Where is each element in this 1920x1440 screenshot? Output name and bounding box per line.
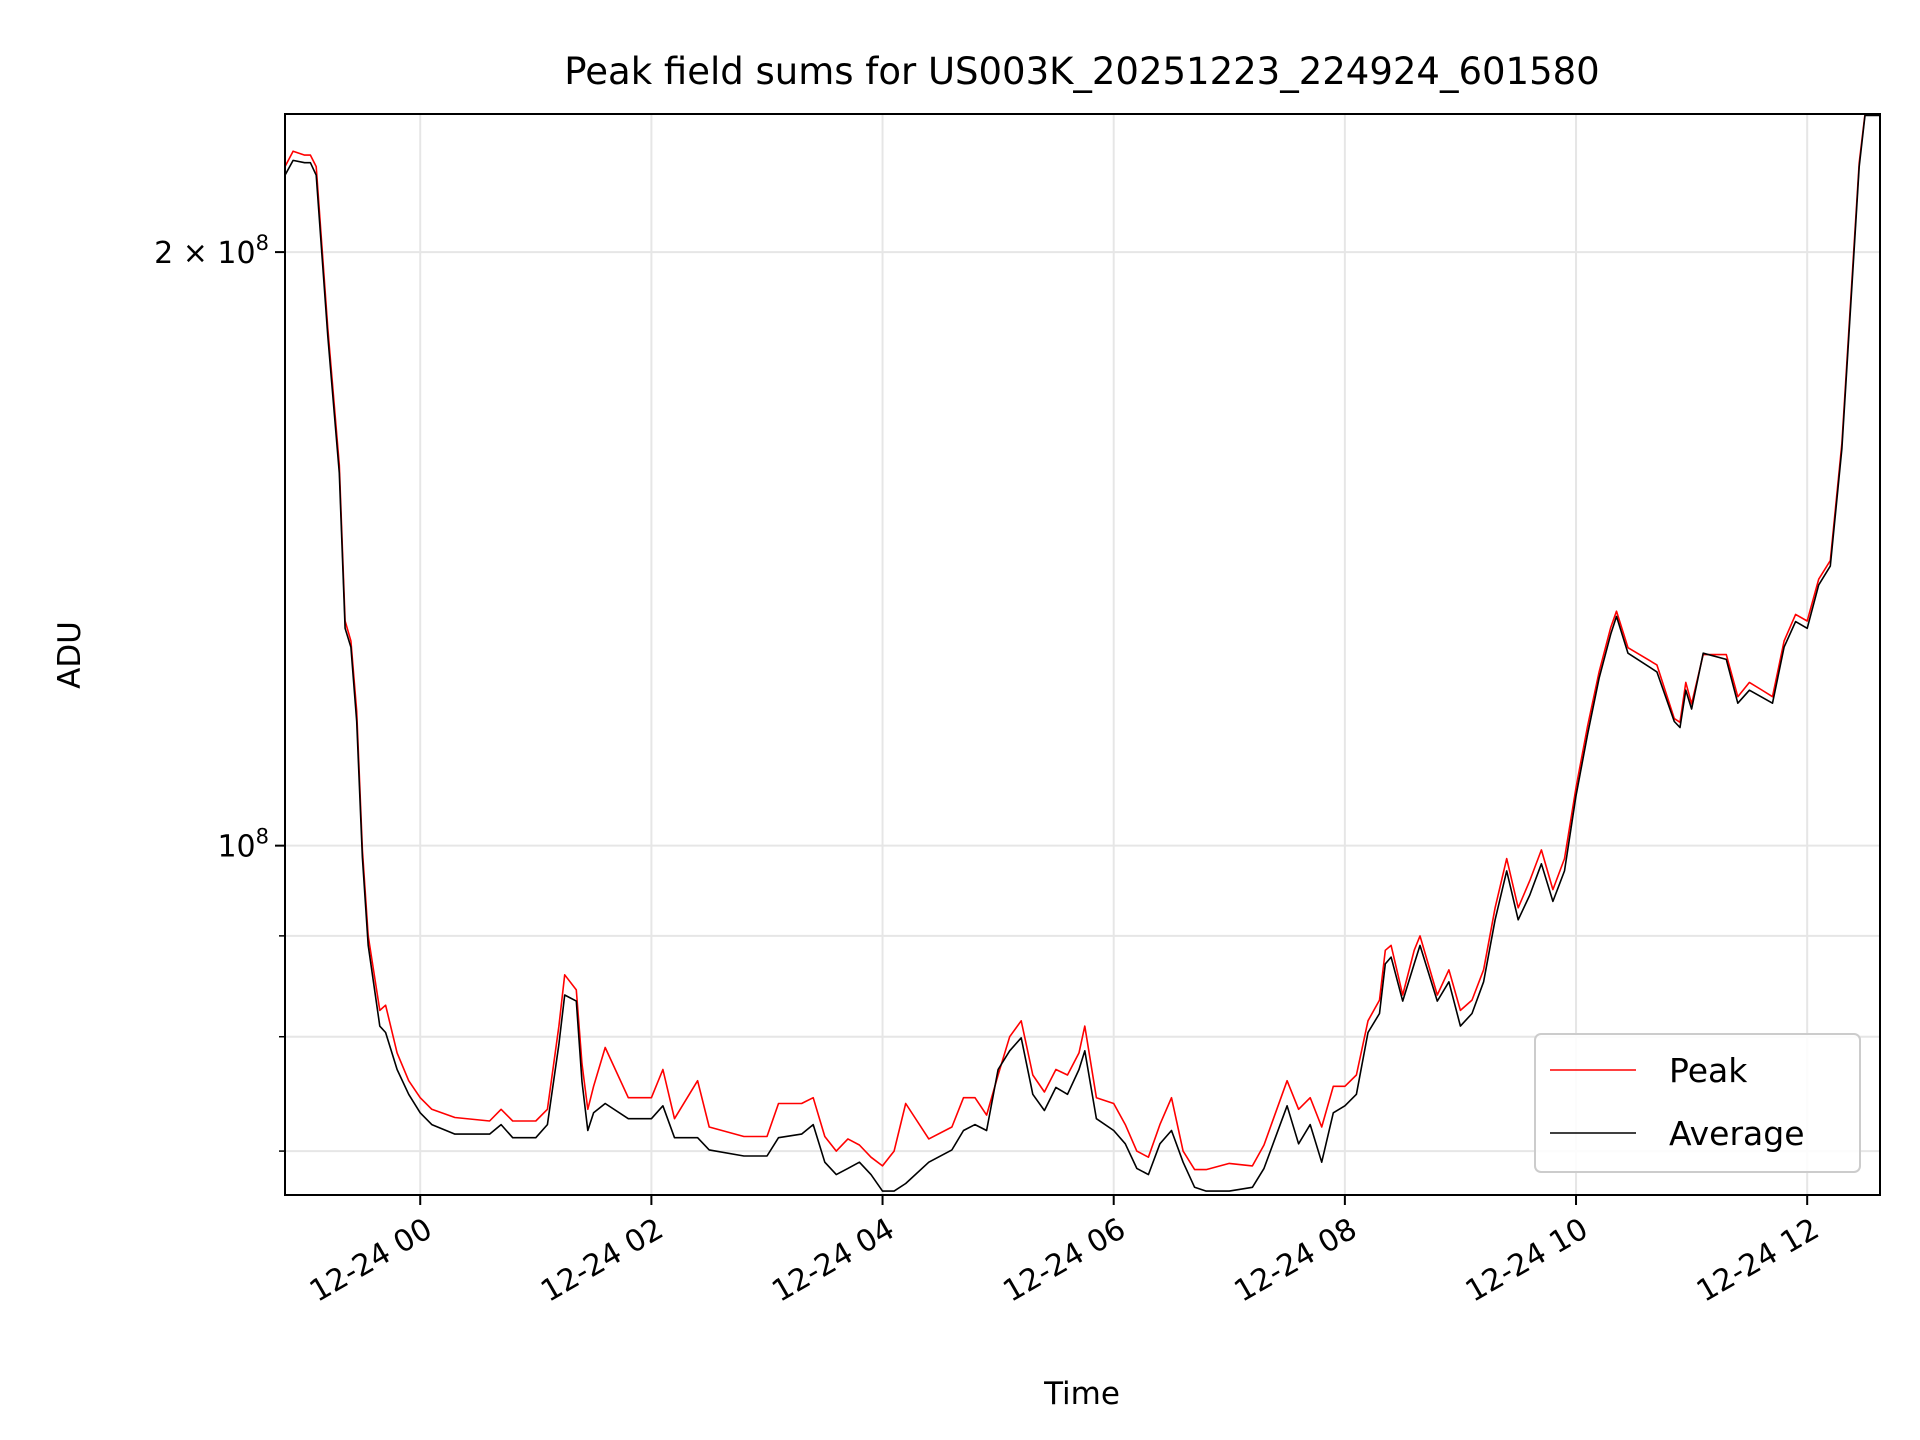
legend-frame bbox=[1534, 1033, 1861, 1173]
legend-peak-label: Peak bbox=[1669, 1051, 1748, 1090]
series-line-peak bbox=[285, 114, 1880, 1171]
series-line-average bbox=[285, 114, 1880, 1192]
legend-average-label: Average bbox=[1669, 1114, 1805, 1153]
y-tick-label-base: 10 bbox=[217, 830, 255, 865]
y-tick-label: 108 bbox=[217, 825, 269, 865]
series-lines bbox=[285, 114, 1880, 1192]
y-tick-label-exponent: 8 bbox=[256, 825, 269, 849]
chart-title: Peak field sums for US003K_20251223_2249… bbox=[564, 50, 1599, 93]
legend: Peak Average bbox=[1534, 1033, 1861, 1173]
plot-area-frame bbox=[284, 113, 1881, 1196]
y-axis-label: ADU bbox=[52, 621, 88, 689]
y-tick-label-base: 2 × 10 bbox=[154, 236, 255, 271]
y-tick-label-exponent: 8 bbox=[256, 231, 269, 255]
x-axis-label: Time bbox=[1043, 1376, 1120, 1412]
y-tick-label: 2 × 108 bbox=[154, 231, 269, 271]
